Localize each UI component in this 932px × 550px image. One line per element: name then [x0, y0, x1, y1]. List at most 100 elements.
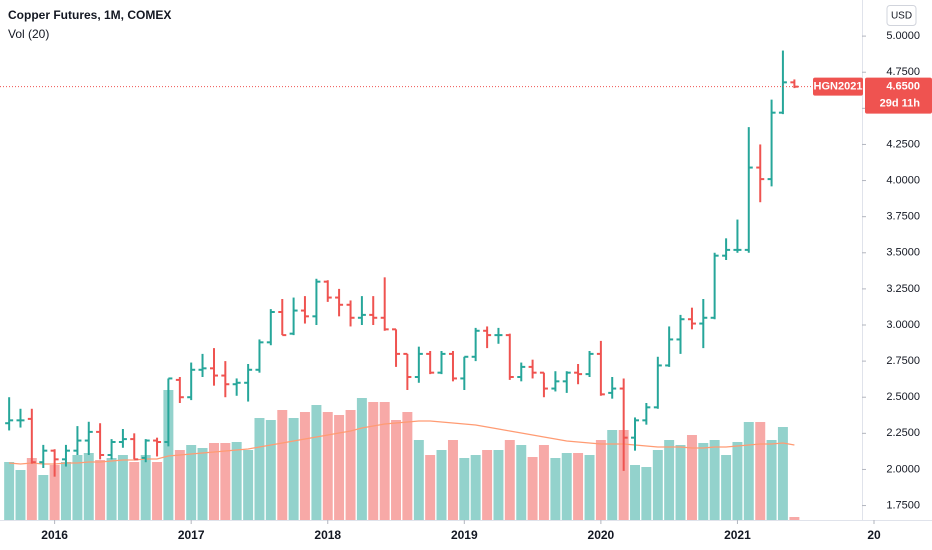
- volume-bar: [49, 465, 60, 520]
- volume-bar: [630, 465, 641, 520]
- volume-bar: [186, 445, 197, 520]
- volume-bar: [584, 455, 595, 520]
- volume-bar: [743, 422, 754, 520]
- currency-button[interactable]: [886, 5, 917, 26]
- volume-bar: [402, 412, 413, 520]
- symbol-tag-label: HGN2021: [814, 81, 863, 93]
- y-tick-label: 1.7500: [886, 499, 920, 511]
- x-tick-label: 2018: [314, 528, 341, 542]
- volume-bar: [607, 430, 618, 520]
- y-tick-label: 4.7500: [886, 66, 920, 78]
- volume-bar: [573, 453, 584, 520]
- plot-area: [0, 50, 862, 520]
- chart-title: Copper Futures, 1M, COMEX: [8, 8, 171, 22]
- y-tick-label: 4.0000: [886, 174, 920, 186]
- volume-bar: [243, 450, 254, 520]
- volume-bar: [459, 458, 470, 520]
- volume-bar: [345, 410, 356, 520]
- volume-bar: [129, 462, 140, 520]
- volume-bar: [527, 457, 538, 520]
- volume-bar: [379, 402, 390, 520]
- volume-bar: [299, 412, 310, 520]
- volume-bar: [766, 440, 777, 520]
- volume-bar: [334, 415, 345, 520]
- x-tick-label: 2019: [451, 528, 478, 542]
- volume-bar: [538, 445, 549, 520]
- volume-bar: [686, 435, 697, 520]
- volume-bar: [83, 453, 94, 520]
- volume-bar: [709, 440, 720, 520]
- y-tick-label: 3.7500: [886, 211, 920, 223]
- volume-bar: [641, 467, 652, 520]
- y-tick-label: 3.2500: [886, 283, 920, 295]
- volume-bar: [777, 427, 788, 520]
- y-tick-label: 2.7500: [886, 355, 920, 367]
- volume-bar: [675, 445, 686, 520]
- volume-bar: [618, 430, 629, 520]
- volume-bar: [413, 440, 424, 520]
- countdown-label: 29d 11h: [880, 98, 921, 110]
- volume-bar: [277, 410, 288, 520]
- symbol-tag: [813, 77, 863, 96]
- volume-bar: [436, 450, 447, 520]
- volume-bar: [595, 440, 606, 520]
- volume-legend: Vol (20): [8, 27, 49, 41]
- volume-bar: [95, 460, 106, 520]
- y-tick-label: 3.0000: [886, 319, 920, 331]
- volume-bar: [4, 462, 15, 520]
- volume-bar: [391, 420, 402, 520]
- volume-bar: [152, 462, 163, 520]
- y-tick-label: 2.2500: [886, 427, 920, 439]
- volume-bar: [209, 443, 219, 520]
- volume-bar: [117, 455, 128, 520]
- volume-bar: [447, 440, 458, 520]
- volume-bar: [60, 462, 71, 520]
- volume-bar: [789, 517, 800, 520]
- x-tick-label: 2017: [178, 528, 205, 542]
- volume-bar: [561, 453, 572, 520]
- x-tick-label: 20: [867, 528, 881, 542]
- y-tick-label: 2.5000: [886, 391, 920, 403]
- volume-bar: [197, 448, 208, 520]
- x-tick-label: 2016: [41, 528, 68, 542]
- volume-bar: [311, 405, 322, 520]
- volume-bar: [140, 455, 151, 520]
- volume-bar: [368, 402, 379, 520]
- volume-bar: [220, 443, 231, 520]
- currency-label[interactable]: USD: [891, 11, 912, 22]
- volume-bar: [38, 475, 49, 520]
- volume-bar: [698, 443, 709, 520]
- y-tick-label: 3.5000: [886, 247, 920, 259]
- volume-bar: [15, 470, 26, 520]
- volume-bar: [265, 420, 276, 520]
- x-tick-label: 2020: [588, 528, 615, 542]
- volume-bar: [231, 442, 242, 520]
- volume-bar: [163, 390, 174, 520]
- y-tick-label: 2.0000: [886, 463, 920, 475]
- volume-ma-line: [9, 420, 795, 465]
- volume-bar: [106, 458, 117, 520]
- x-tick-label: 2021: [724, 528, 751, 542]
- volume-bar: [516, 445, 527, 520]
- volume-bar: [254, 418, 265, 520]
- volume-bar: [425, 455, 436, 520]
- volume-bar: [470, 455, 481, 520]
- axes: 1.7500 2.0000 2.2500 2.5000 2.7500 3.0000 3.25…: [41, 30, 932, 542]
- volume-bar: [72, 455, 83, 520]
- volume-bar: [755, 422, 766, 520]
- volume-bar: [721, 455, 732, 520]
- y-tick-label: 4.2500: [886, 138, 920, 150]
- volume-bar: [664, 440, 675, 520]
- volume-bar: [652, 450, 663, 520]
- price-tag-label: 4.6500: [886, 81, 920, 93]
- y-tick-label: 5.0000: [886, 30, 920, 42]
- volume-bar: [482, 450, 493, 520]
- volume-bar: [356, 398, 367, 520]
- volume-bar: [174, 450, 185, 520]
- volume-bar: [550, 458, 561, 520]
- volume-bar: [504, 440, 515, 520]
- volume-bar: [26, 458, 37, 520]
- price-tag: [865, 77, 932, 114]
- volume-bar: [493, 450, 504, 520]
